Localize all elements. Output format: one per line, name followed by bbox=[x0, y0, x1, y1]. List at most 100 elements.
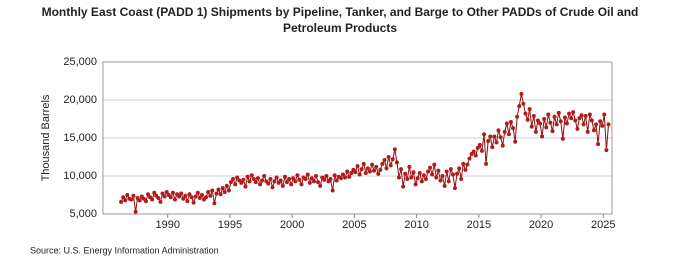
data-point bbox=[492, 134, 497, 139]
data-point bbox=[484, 161, 489, 166]
data-point bbox=[581, 122, 586, 127]
data-point bbox=[394, 160, 399, 165]
data-point bbox=[270, 185, 275, 190]
data-point bbox=[129, 197, 134, 202]
data-point bbox=[212, 201, 217, 206]
data-point bbox=[411, 170, 416, 175]
data-point bbox=[428, 165, 433, 170]
data-point bbox=[457, 166, 462, 171]
data-point bbox=[233, 182, 238, 187]
data-point bbox=[471, 149, 476, 154]
data-point bbox=[577, 116, 582, 121]
data-point bbox=[181, 196, 186, 201]
data-point bbox=[560, 136, 565, 141]
data-point bbox=[328, 177, 333, 182]
data-point bbox=[197, 196, 202, 201]
plot-frame bbox=[102, 61, 613, 215]
data-point bbox=[486, 139, 491, 144]
data-point bbox=[133, 209, 138, 214]
data-point bbox=[143, 199, 148, 204]
data-point bbox=[361, 161, 366, 166]
data-point bbox=[598, 119, 603, 124]
data-point bbox=[183, 193, 188, 198]
data-point bbox=[241, 177, 246, 182]
data-point bbox=[332, 173, 337, 178]
data-point bbox=[150, 197, 155, 202]
data-point bbox=[459, 177, 464, 182]
data-point bbox=[291, 176, 296, 181]
data-point bbox=[517, 104, 522, 109]
data-point bbox=[185, 199, 190, 204]
x-tick-label: 2010 bbox=[404, 219, 428, 231]
data-point bbox=[403, 171, 408, 176]
data-point bbox=[245, 174, 250, 179]
y-tick-label: 5,000 bbox=[69, 208, 97, 220]
data-point bbox=[162, 194, 167, 199]
data-point bbox=[322, 177, 327, 182]
data-point bbox=[131, 193, 136, 198]
x-tick-label: 1990 bbox=[155, 219, 179, 231]
data-point bbox=[260, 178, 265, 183]
data-point bbox=[531, 113, 536, 118]
x-tick-label: 2025 bbox=[591, 219, 615, 231]
data-point bbox=[432, 162, 437, 167]
data-point bbox=[187, 192, 192, 197]
data-point bbox=[452, 186, 457, 191]
data-point bbox=[222, 189, 227, 194]
data-point bbox=[513, 139, 518, 144]
data-point bbox=[324, 174, 329, 178]
data-point bbox=[444, 169, 449, 174]
data-point bbox=[413, 182, 418, 187]
data-point bbox=[494, 140, 499, 145]
data-point bbox=[533, 129, 538, 134]
data-point bbox=[297, 177, 302, 182]
data-point bbox=[548, 120, 553, 125]
data-point bbox=[343, 175, 348, 180]
data-point bbox=[282, 174, 287, 179]
data-point bbox=[475, 145, 480, 150]
data-point bbox=[280, 183, 285, 188]
data-point bbox=[353, 170, 358, 175]
data-point bbox=[235, 175, 240, 180]
data-point bbox=[529, 124, 534, 129]
data-point bbox=[266, 181, 271, 186]
data-point bbox=[376, 171, 381, 176]
data-point bbox=[160, 191, 165, 196]
data-point bbox=[473, 153, 478, 158]
data-point bbox=[569, 116, 574, 121]
data-point bbox=[542, 117, 547, 121]
data-point bbox=[363, 170, 368, 175]
x-tick-label: 1995 bbox=[218, 219, 242, 231]
data-point bbox=[535, 118, 540, 123]
data-point bbox=[195, 190, 200, 195]
data-point bbox=[419, 179, 424, 184]
data-point bbox=[596, 142, 601, 147]
data-point bbox=[498, 135, 503, 140]
data-point bbox=[121, 195, 126, 200]
data-point bbox=[527, 107, 532, 112]
data-point bbox=[587, 112, 592, 117]
y-tick-label: 25,000 bbox=[63, 56, 97, 68]
data-point bbox=[450, 172, 455, 177]
data-point bbox=[396, 175, 401, 180]
data-point bbox=[448, 167, 453, 172]
data-point bbox=[506, 132, 511, 137]
data-point bbox=[525, 117, 530, 122]
data-point bbox=[220, 186, 225, 191]
data-point bbox=[338, 176, 343, 181]
data-point bbox=[415, 176, 420, 181]
data-point bbox=[540, 134, 545, 139]
data-point bbox=[430, 172, 435, 177]
data-point bbox=[349, 170, 354, 175]
data-point bbox=[380, 161, 385, 166]
data-point bbox=[289, 182, 294, 187]
data-point bbox=[378, 167, 383, 172]
data-point bbox=[392, 147, 397, 152]
data-point bbox=[502, 129, 507, 134]
data-point bbox=[251, 177, 256, 182]
data-point bbox=[401, 184, 406, 189]
data-point bbox=[388, 163, 393, 168]
data-point bbox=[477, 142, 482, 147]
data-point bbox=[189, 195, 194, 200]
data-point bbox=[218, 192, 223, 197]
